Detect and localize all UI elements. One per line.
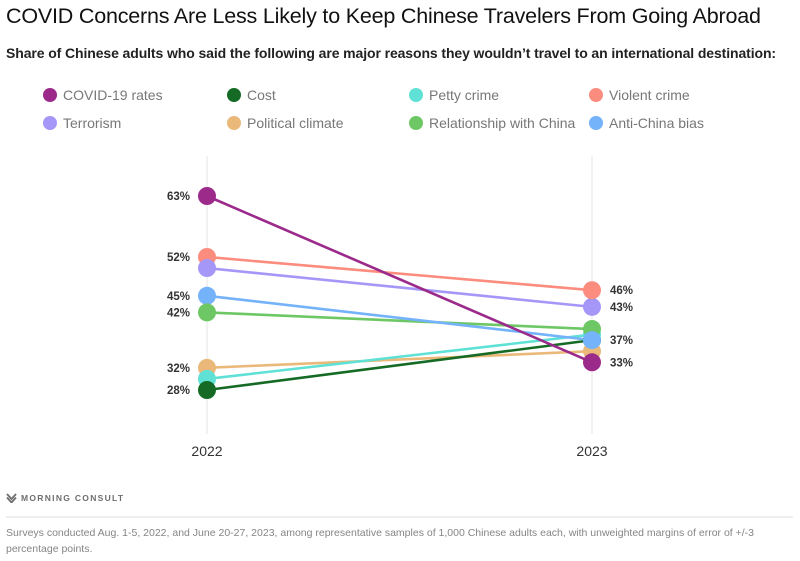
data-point-anti-china-bias-2023 [583, 331, 601, 350]
value-label-violent-crime-2023: 46% [610, 285, 633, 297]
legend-label: Relationship with China [429, 115, 576, 131]
legend-swatch-icon [43, 88, 57, 102]
data-point-cost-2022 [198, 381, 216, 399]
legend-item-political-climate: Political climate [227, 115, 343, 131]
brand-name: MORNING CONSULT [21, 493, 125, 503]
data-point-violent-crime-2023 [583, 281, 601, 300]
legend-label: Political climate [247, 115, 344, 131]
chart-title: COVID Concerns Are Less Likely to Keep C… [6, 4, 761, 28]
legend-item-anti-china-bias: Anti-China bias [589, 115, 704, 131]
methodology-note: Surveys conducted Aug. 1-5, 2022, and Ju… [6, 527, 755, 555]
series-line-terrorism [206, 266, 593, 309]
series-line-cost [206, 338, 593, 392]
data-point-terrorism-2022 [198, 259, 216, 278]
legend-item-covid-19-rates: COVID-19 rates [43, 87, 163, 103]
legend-label: Petty crime [429, 87, 500, 103]
legend-label: Cost [247, 87, 276, 103]
value-label-cost-2022: 28% [167, 385, 190, 397]
legend-swatch-icon [409, 88, 423, 102]
legend-item-relationship-with-china: Relationship with China [409, 115, 575, 131]
legend-label: COVID-19 rates [63, 87, 163, 103]
chart-subtitle: Share of Chinese adults who said the fol… [6, 45, 776, 61]
series-line-political-climate [206, 349, 593, 370]
series-line-petty-crime [206, 333, 593, 381]
series-line-violent-crime [206, 255, 593, 292]
data-point-relationship-with-china-2022 [198, 303, 216, 322]
legend-item-petty-crime: Petty crime [409, 87, 499, 103]
legend-item-terrorism: Terrorism [43, 115, 121, 131]
legend-label: Terrorism [63, 115, 122, 131]
series-line-anti-china-bias [206, 294, 593, 342]
legend-swatch-icon [589, 116, 603, 130]
value-label-violent-crime-2022: 52% [167, 252, 190, 264]
series-line-relationship-with-china [206, 311, 593, 331]
data-point-covid-19-rates-2023 [583, 353, 601, 372]
x-tick-label: 2022 [191, 443, 222, 459]
brand: MORNING CONSULT [6, 493, 124, 503]
data-point-terrorism-2023 [583, 297, 601, 316]
legend-swatch-icon [409, 116, 423, 130]
footer-divider [6, 516, 793, 518]
value-label-covid-19-rates-2023: 33% [610, 357, 633, 369]
value-label-anti-china-bias-2023: 37% [610, 335, 633, 347]
legend-item-violent-crime: Violent crime [589, 87, 690, 103]
value-label-terrorism-2023: 43% [610, 302, 633, 314]
x-tick-label: 2023 [576, 443, 607, 459]
morning-consult-logo-icon [6, 493, 17, 503]
value-label-relationship-with-china-2022: 42% [167, 307, 190, 319]
data-point-anti-china-bias-2022 [198, 286, 216, 305]
legend-label: Violent crime [609, 87, 690, 103]
series-line-covid-19-rates [206, 194, 593, 364]
value-label-political-climate-2022: 32% [167, 363, 190, 375]
legend-label: Anti-China bias [609, 115, 704, 131]
value-label-anti-china-bias-2022: 45% [167, 291, 190, 303]
data-point-covid-19-rates-2022 [198, 187, 216, 205]
legend-item-cost: Cost [227, 87, 276, 103]
slope-chart: 63% 33% 28% 52% 46% 43% 32% 42% 45% 37% 2022 2023 [167, 156, 633, 459]
legend-swatch-icon [589, 88, 603, 102]
legend-swatch-icon [227, 88, 241, 102]
value-label-covid-19-rates-2022: 63% [167, 191, 190, 203]
legend-swatch-icon [227, 116, 241, 130]
legend-swatch-icon [43, 116, 57, 130]
